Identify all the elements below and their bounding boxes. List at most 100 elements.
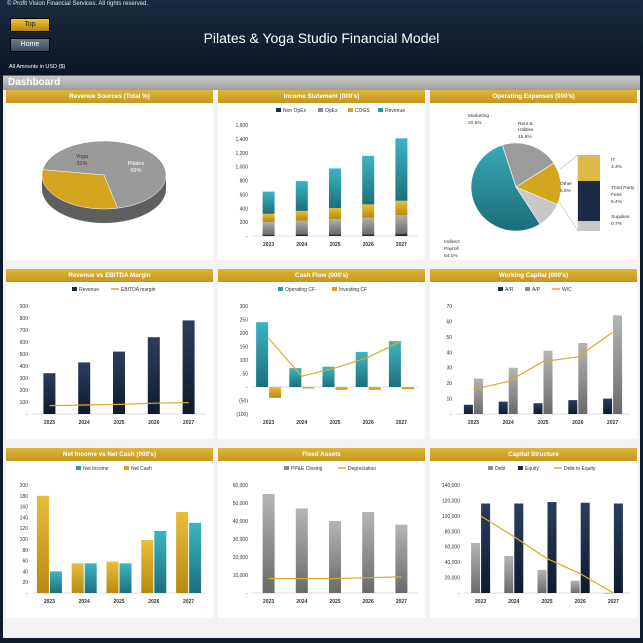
x-tick-label: 2026 — [363, 242, 374, 248]
x-tick-label: 2027 — [396, 599, 407, 605]
top-button[interactable]: Top — [10, 18, 50, 32]
bar — [603, 398, 613, 414]
y-tick-label: 200 — [240, 331, 249, 337]
panel-working-capital: Working Capital (000's) - 10 20 30 40 50 60 70 20… — [430, 269, 637, 439]
pie-label: Utilities — [518, 127, 534, 133]
panel-revenue-sources: Revenue Sources (Total %) Pilates 69% Yoga 3… — [6, 90, 213, 260]
legend-label: Equity — [525, 466, 539, 472]
panel-title: Capital Structure — [430, 448, 637, 461]
bar — [189, 522, 202, 593]
y-tick-label: 140,000 — [442, 483, 460, 489]
y-tick-label: 1,000 — [235, 165, 248, 171]
legend-label: Non OpEx — [283, 108, 307, 114]
legend-label: Net Cash — [131, 466, 152, 472]
working-capital-chart: - 10 20 30 40 50 60 70 2023 2024 2025 2026 2027 A/R A/… — [446, 287, 630, 426]
bar — [147, 337, 160, 414]
y-tick-label: 20 — [22, 580, 28, 586]
series-line — [268, 576, 402, 580]
y-tick-label: 50 — [242, 372, 248, 378]
legend-label: OpEx — [325, 108, 338, 114]
bar — [578, 343, 588, 414]
legend-label: Revenue — [79, 287, 99, 293]
x-tick-label: 2025 — [113, 420, 124, 426]
legend-label: Debt — [495, 466, 506, 472]
x-tick-label: 2026 — [572, 420, 583, 426]
y-tick-label: 800 — [240, 179, 249, 185]
legend-label: Depreciation — [348, 466, 376, 472]
y-tick-label: 40 — [446, 350, 452, 356]
fixed-assets-chart: - 10,000 20,000 30,000 40,000 50,000 60,000 202… — [233, 466, 418, 605]
bar — [262, 234, 275, 236]
bar — [355, 351, 368, 387]
x-tick-label: 2025 — [329, 420, 340, 426]
legend-label: Investing CF — [339, 287, 367, 293]
pie-slice — [42, 140, 167, 209]
bar — [547, 501, 557, 593]
legend-label: A/R — [505, 287, 514, 293]
bar — [262, 222, 275, 235]
bar — [113, 351, 125, 414]
pie-label: Pilates — [128, 161, 145, 167]
x-tick-label: 2024 — [503, 420, 514, 426]
y-tick-label: 120 — [20, 526, 29, 532]
bar — [533, 403, 543, 414]
bar — [401, 387, 414, 390]
y-tick-label: 70 — [446, 304, 452, 310]
pie-label: IT — [611, 157, 615, 163]
pie-slice — [501, 142, 555, 188]
bar — [329, 234, 341, 236]
bar — [395, 200, 408, 216]
x-tick-label: 2025 — [537, 420, 548, 426]
x-tick-label: 2025 — [329, 599, 340, 605]
y-tick-label: (100) — [236, 412, 248, 418]
bar — [154, 530, 167, 593]
y-tick-label: 100 — [240, 358, 249, 364]
x-tick-label: 2023 — [475, 599, 486, 605]
bar — [262, 213, 275, 223]
bar — [295, 210, 308, 221]
y-tick-label: - — [26, 591, 28, 597]
bar — [329, 168, 341, 208]
bar — [463, 404, 473, 414]
y-tick-label: 20,000 — [233, 555, 249, 561]
y-tick-label: 160 — [20, 505, 29, 511]
legend-label: Revenue — [385, 108, 405, 114]
y-tick-label: 40,000 — [445, 560, 461, 566]
bar — [141, 540, 154, 593]
bar — [395, 215, 408, 235]
y-tick-label: 60 — [446, 319, 452, 325]
bar — [182, 320, 195, 414]
bar — [362, 217, 375, 235]
y-tick-label: - — [458, 591, 460, 597]
bar — [269, 387, 282, 398]
legend-swatch — [76, 466, 81, 470]
y-tick-label: 300 — [240, 304, 249, 310]
bar — [395, 234, 408, 236]
bar — [603, 593, 613, 594]
bar — [36, 495, 49, 593]
y-tick-label: 100 — [20, 537, 29, 543]
bar — [568, 400, 578, 414]
pie-value: 0.7% — [611, 221, 623, 227]
y-tick-label: 400 — [20, 364, 29, 370]
x-tick-label: 2023 — [263, 420, 274, 426]
dashboard-label: Dashboard — [8, 77, 61, 88]
bar — [176, 512, 189, 593]
bar — [71, 563, 84, 593]
pie-value: 54.1% — [444, 253, 458, 259]
panel-title: Fixed Assets — [218, 448, 425, 461]
panel-title: Cash Flow (000's) — [218, 269, 425, 282]
bar — [395, 524, 408, 593]
y-tick-label: 80,000 — [445, 529, 461, 535]
y-tick-label: - — [450, 412, 452, 418]
y-tick-label: 1,400 — [235, 137, 248, 143]
legend-label: Operating CF — [285, 287, 315, 293]
pie-value: 5.6% — [560, 188, 572, 194]
legend-swatch — [498, 287, 503, 291]
x-tick-label: 2023 — [44, 599, 55, 605]
legend-swatch — [488, 466, 493, 470]
pie-slice — [470, 144, 541, 232]
panel-capital-structure: Capital Structure - 20,000 40,000 60,000 80,0… — [430, 448, 637, 618]
home-button[interactable]: Home — [10, 38, 50, 52]
bar — [295, 181, 308, 211]
